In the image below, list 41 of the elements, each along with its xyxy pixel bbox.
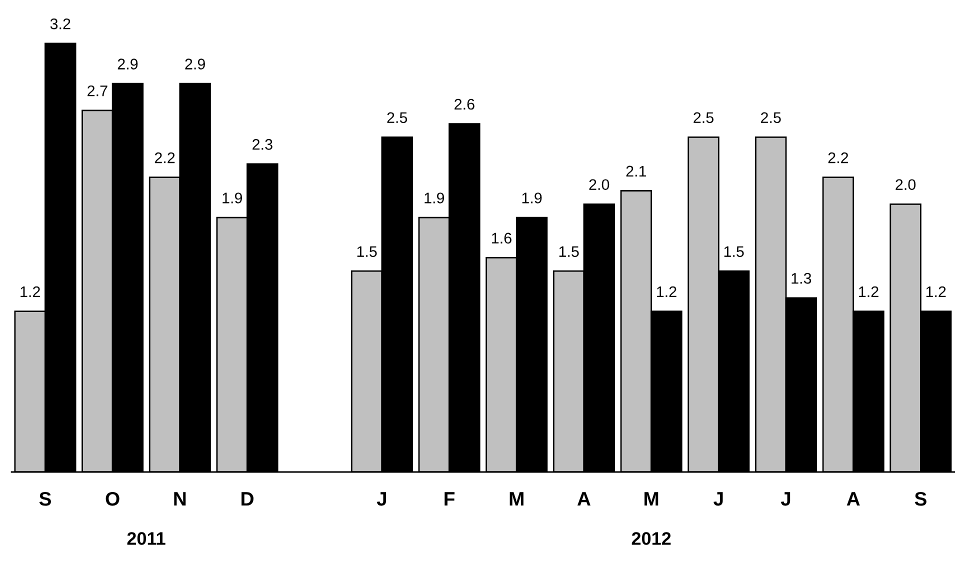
data-label: 1.9 bbox=[424, 192, 444, 204]
x-tick-label: D bbox=[242, 492, 254, 506]
data-label: 1.3 bbox=[792, 272, 812, 284]
data-label: 1.2 bbox=[657, 286, 676, 298]
x-tick-label: A bbox=[577, 492, 590, 506]
data-label: 2.9 bbox=[118, 58, 138, 70]
data-label: 2.9 bbox=[185, 58, 205, 70]
data-label: 2.5 bbox=[761, 112, 781, 124]
data-label: 2.0 bbox=[896, 179, 916, 190]
x-tick-label: F bbox=[444, 492, 455, 506]
data-label: 1.2 bbox=[926, 286, 946, 298]
data-label: 1.6 bbox=[492, 232, 512, 244]
x-tick-label: N bbox=[174, 492, 186, 506]
x-tick-label: J bbox=[780, 492, 790, 506]
data-label: 1.9 bbox=[222, 192, 242, 204]
data-label: 2.6 bbox=[454, 98, 474, 110]
x-tick-label: M bbox=[644, 492, 658, 506]
x-tick-label: O bbox=[106, 492, 120, 506]
x-tick-label: A bbox=[846, 492, 860, 506]
data-label: 2.7 bbox=[88, 85, 108, 96]
x-tick-label: S bbox=[39, 492, 51, 506]
data-label: 2.2 bbox=[828, 152, 848, 164]
data-label: 1.5 bbox=[357, 246, 377, 257]
data-label: 2.1 bbox=[626, 166, 646, 176]
data-label: 2.0 bbox=[589, 179, 610, 190]
data-label: 2.3 bbox=[252, 139, 272, 150]
x-tick-label: J bbox=[714, 492, 723, 506]
data-label: 1.2 bbox=[20, 286, 40, 298]
x-tick-label: S bbox=[914, 492, 926, 506]
x-tick-label: J bbox=[376, 492, 386, 506]
data-label: 2.5 bbox=[694, 112, 714, 124]
data-label: 1.5 bbox=[724, 246, 744, 257]
text: 2012 bbox=[632, 532, 671, 545]
data-label: 2.2 bbox=[154, 152, 175, 164]
text: 2011 bbox=[127, 532, 166, 545]
data-label: 1.2 bbox=[859, 286, 878, 298]
data-label: 1.9 bbox=[522, 192, 542, 204]
data-label: 1.5 bbox=[559, 246, 579, 257]
data-label: 3.2 bbox=[50, 18, 70, 30]
data-label: 2.5 bbox=[387, 112, 408, 124]
x-tick-label: M bbox=[510, 492, 524, 506]
